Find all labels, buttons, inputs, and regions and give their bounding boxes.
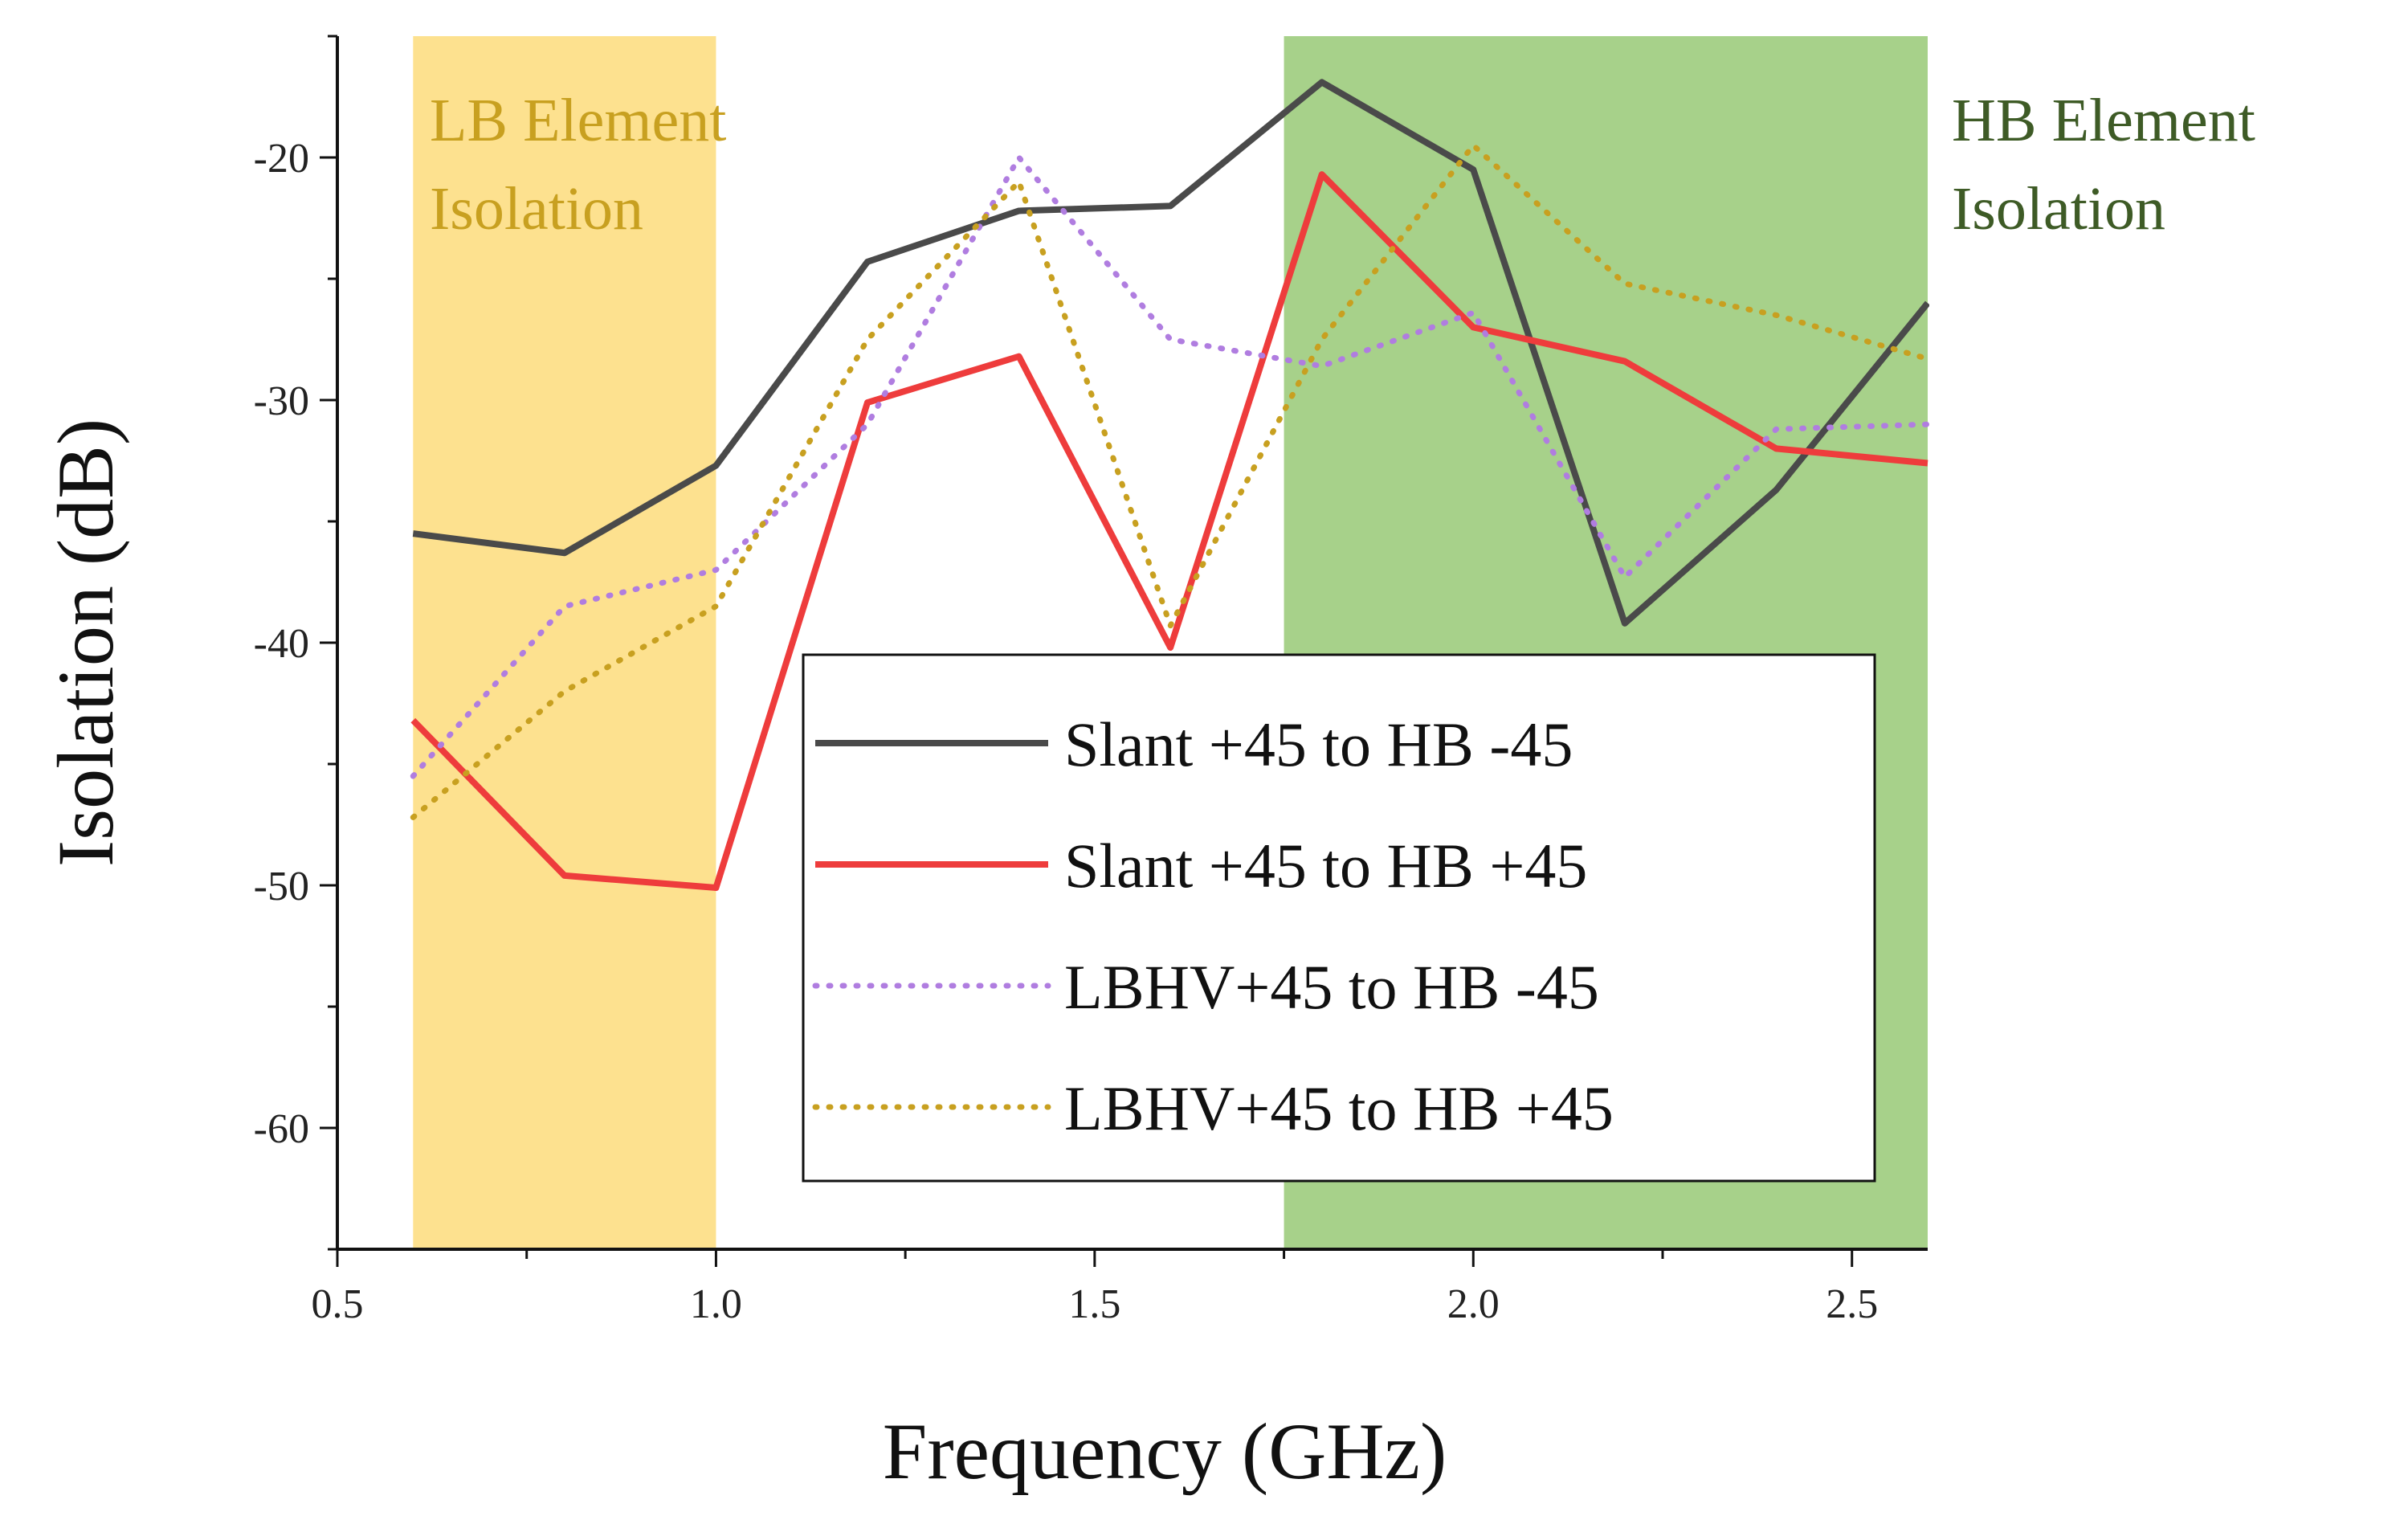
legend-label-lbhv-hb-plus45: LBHV+45 to HB +45 xyxy=(1064,1073,1614,1143)
series-line-1 xyxy=(410,171,1928,892)
lb-region-label-line1: LB Element xyxy=(430,87,726,154)
y-tick-label: -20 xyxy=(254,136,309,182)
y-tick-labels: -60 -50 -40 -30 -20 xyxy=(254,136,309,1152)
axes xyxy=(320,35,1928,1267)
y-ticks xyxy=(320,35,337,1251)
y-tick-label: -40 xyxy=(254,621,309,667)
x-tick-label: 1.0 xyxy=(690,1281,742,1327)
series-lines xyxy=(410,79,1929,892)
x-tick-label: 2.0 xyxy=(1447,1281,1500,1327)
legend-label-slant-hb-plus45: Slant +45 to HB +45 xyxy=(1064,831,1587,901)
y-tick-label: -30 xyxy=(254,378,309,424)
y-tick-label: -50 xyxy=(254,864,309,909)
hb-region-label-line2: Isolation xyxy=(1952,175,2165,243)
y-tick-label: -60 xyxy=(254,1106,309,1152)
legend-label-slant-hb-minus45: Slant +45 to HB -45 xyxy=(1064,709,1573,779)
legend-label-lbhv-hb-minus45: LBHV+45 to HB -45 xyxy=(1064,952,1599,1022)
x-tick-labels: 0.5 1.0 1.5 2.0 2.5 xyxy=(312,1281,1879,1327)
hb-region-label-line1: HB Element xyxy=(1952,87,2255,154)
lb-element-region xyxy=(413,36,716,1249)
series-line-3 xyxy=(410,142,1929,820)
x-tick-label: 2.5 xyxy=(1826,1281,1878,1327)
series-line-2 xyxy=(410,154,1929,779)
x-tick-label: 0.5 xyxy=(312,1281,364,1327)
x-ticks xyxy=(336,1249,1854,1267)
series-line-0 xyxy=(412,79,1929,627)
legend-swatches xyxy=(812,740,1051,1110)
y-axis-title: Isolation (dB) xyxy=(41,419,130,867)
legend: Slant +45 to HB -45 Slant +45 to HB +45 … xyxy=(802,653,1876,1183)
x-axis-title: Frequency (GHz) xyxy=(883,1407,1447,1496)
x-tick-label: 1.5 xyxy=(1068,1281,1120,1327)
lb-region-label-line2: Isolation xyxy=(430,175,643,243)
